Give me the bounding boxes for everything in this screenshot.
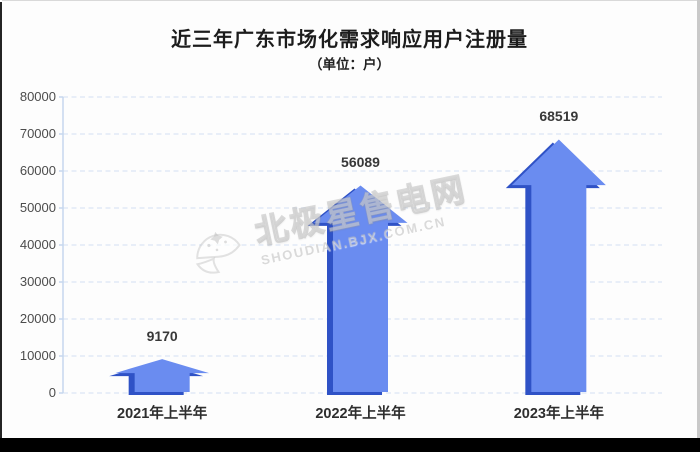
bar-value-label: 68519 [539,108,579,125]
y-axis-tick-label: 0 [48,384,56,400]
frame-left-edge [0,2,2,452]
chart-card: 近三年广东市场化需求响应用户注册量 （单位：户） [2,1,697,438]
frame-right-edge [697,0,700,452]
y-axis-tick-label: 10000 [19,347,56,363]
x-axis-category-label: 2023年上半年 [513,406,604,422]
chart-unit-label: （单位：户） [309,57,390,72]
y-axis-tick-label: 60000 [19,162,56,178]
bar-value-label: 56089 [341,154,380,171]
frame-bottom-black-bar [0,438,700,452]
chart-canvas [59,96,662,395]
chart-title: 近三年广东市场化需求响应用户注册量 [171,29,528,51]
y-axis-tick-label: 20000 [19,310,56,326]
arrow-bar [511,139,606,392]
y-axis-tick-label: 50000 [19,199,56,215]
y-axis-tick-label: 70000 [19,125,56,141]
y-axis-tick-label: 30000 [19,273,56,289]
x-axis-category-label: 2022年上半年 [315,406,406,422]
y-axis-tick-label: 40000 [19,236,56,252]
x-axis-category-label: 2021年上半年 [117,406,208,422]
frame-top-edge [2,0,697,1]
y-axis-tick-label: 80000 [19,88,56,104]
bar-value-label: 9170 [146,328,178,345]
arrow-bar [115,359,210,392]
arrow-bar [313,185,408,392]
plot-area: 北极星售电网 SHOUDIAN.BJX.COM.CN 0 10000 20000 30… [2,1,697,438]
